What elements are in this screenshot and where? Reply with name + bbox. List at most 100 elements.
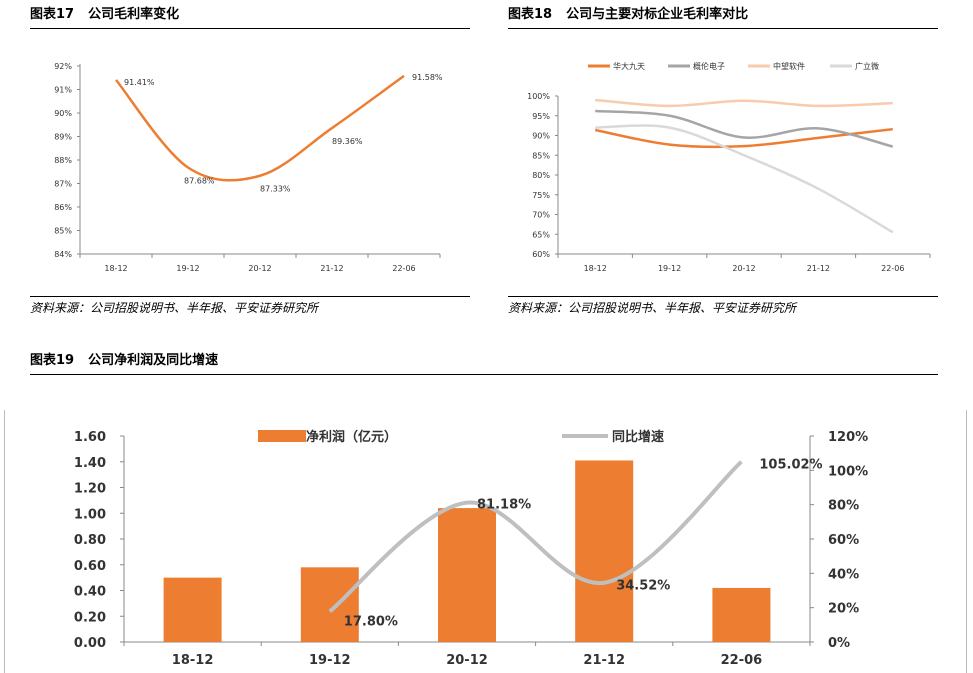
legend-label: 中望软件 <box>773 61 805 71</box>
figure-18-panel: 图表18 公司与主要对标企业毛利率对比 60% 65% 70% 75% 80% 85% 90%… <box>508 4 938 320</box>
data-label: 87.33% <box>260 185 291 194</box>
figure-17-name: 公司毛利率变化 <box>88 7 180 22</box>
left-tick-label: 1.40 <box>74 456 106 471</box>
right-tick-label: 120% <box>828 430 868 445</box>
peer-gross-margin-chart: 60% 65% 70% 75% 80% 85% 90% 95% 100% 18-12 19-12 20… <box>527 61 931 273</box>
y-tick-label: 80% <box>532 171 550 180</box>
y-tick-label: 90% <box>54 109 72 118</box>
growth-data-label: 34.52% <box>616 579 670 594</box>
y-tick-label: 89% <box>54 133 72 142</box>
y-tick-label: 92% <box>54 62 72 71</box>
growth-data-label: 81.18% <box>477 498 531 513</box>
y-tick-label: 70% <box>532 211 550 220</box>
left-tick-label: 0.20 <box>74 610 106 625</box>
y-tick-label: 88% <box>54 156 72 165</box>
right-tick-label: 20% <box>828 602 859 617</box>
figure-18-number: 图表18 <box>508 7 553 22</box>
y-tick-label: 85% <box>532 151 550 160</box>
legend-swatch-bar <box>258 430 306 442</box>
figure-17-top-rule <box>30 28 470 29</box>
y-tick-label: 100% <box>527 92 550 101</box>
figure-18-title: 图表18 公司与主要对标企业毛利率对比 <box>508 4 748 26</box>
series-line <box>595 124 894 234</box>
net-profit-bar <box>575 460 634 642</box>
right-tick-label: 40% <box>828 567 859 582</box>
net-profit-chart: 0.00 0.20 0.40 0.60 0.80 1.00 1.20 1.40 1.60 0% 20… <box>74 429 868 668</box>
y-tick-label: 60% <box>532 250 550 259</box>
x-tick-label: 18-12 <box>172 653 214 668</box>
left-tick-label: 0.80 <box>74 533 106 548</box>
left-tick-label: 0.40 <box>74 585 106 600</box>
x-tick-label: 22-06 <box>392 264 415 273</box>
y-tick-label: 84% <box>54 250 72 259</box>
y-tick-label: 65% <box>532 230 550 239</box>
net-profit-bar <box>712 587 771 642</box>
x-tick-label: 18-12 <box>104 264 127 273</box>
figure-18-top-rule <box>508 28 938 29</box>
series-line <box>595 109 894 148</box>
figure-17-title: 图表17 公司毛利率变化 <box>30 4 179 26</box>
data-label: 87.68% <box>184 177 215 186</box>
x-tick-label: 21-12 <box>807 264 830 273</box>
figure-19-right-edge <box>966 410 967 673</box>
net-profit-bar <box>438 508 496 642</box>
x-tick-label: 19-12 <box>658 264 681 273</box>
yoy-growth-line <box>328 460 743 614</box>
x-tick-label: 20-12 <box>248 264 271 273</box>
net-profit-bar <box>300 567 359 642</box>
x-tick-label: 20-12 <box>732 264 755 273</box>
y-tick-label: 95% <box>532 112 550 121</box>
figure-19-number: 图表19 <box>30 353 75 368</box>
x-tick-label: 21-12 <box>320 264 343 273</box>
gross-margin-line <box>115 74 405 182</box>
right-tick-label: 100% <box>828 464 868 479</box>
figure-19-top-rule <box>30 374 938 375</box>
series-line <box>595 98 893 108</box>
figure-19-title: 图表19 公司净利润及同比增速 <box>30 350 218 372</box>
growth-data-label: 105.02% <box>759 458 822 473</box>
left-tick-label: 1.00 <box>74 507 106 522</box>
figure-17-panel: 图表17 公司毛利率变化 84% 85% 86% 87% 88% 89% 90% 91% 92% 1… <box>30 4 470 320</box>
y-tick-label: 86% <box>54 203 72 212</box>
legend-label: 华大九天 <box>613 61 645 71</box>
y-tick-label: 75% <box>532 191 550 200</box>
data-label: 89.36% <box>332 137 363 146</box>
legend-label: 概伦电子 <box>693 61 725 71</box>
data-label: 91.41% <box>124 78 155 87</box>
legend-label-line: 同比增速 <box>612 429 664 445</box>
x-tick-label: 19-12 <box>309 653 351 668</box>
figure-17-bottom-rule <box>30 296 470 297</box>
left-tick-label: 1.60 <box>74 430 106 445</box>
y-tick-label: 85% <box>54 227 72 236</box>
x-tick-label: 22-06 <box>881 264 904 273</box>
data-label: 91.58% <box>412 73 443 82</box>
left-tick-label: 0.60 <box>74 559 106 574</box>
left-tick-label: 1.20 <box>74 482 106 497</box>
figure-19-panel: 图表19 公司净利润及同比增速 <box>30 350 938 673</box>
y-tick-label: 91% <box>54 86 72 95</box>
x-tick-label: 18-12 <box>584 264 607 273</box>
right-tick-label: 80% <box>828 499 859 514</box>
figure-17-number: 图表17 <box>30 7 75 22</box>
right-tick-label: 0% <box>828 636 850 651</box>
series-line <box>594 127 893 149</box>
figure-19-left-edge <box>4 410 5 673</box>
figure-19-name: 公司净利润及同比增速 <box>88 353 219 368</box>
right-tick-label: 60% <box>828 533 859 548</box>
growth-data-label: 17.80% <box>344 614 398 629</box>
x-tick-label: 20-12 <box>446 653 488 668</box>
net-profit-bar <box>163 577 222 642</box>
gross-margin-chart: 84% 85% 86% 87% 88% 89% 90% 91% 92% 18-12 19-12 20-… <box>54 62 443 273</box>
x-tick-label: 19-12 <box>176 264 199 273</box>
figure-17-source: 资料来源：公司招股说明书、半年报、平安证券研究所 <box>30 301 319 315</box>
figure-18-bottom-rule <box>508 296 938 297</box>
legend-label: 广立微 <box>855 61 879 71</box>
x-tick-label: 21-12 <box>583 653 625 668</box>
y-tick-label: 90% <box>532 132 550 141</box>
x-tick-label: 22-06 <box>721 653 763 668</box>
figure-18-name: 公司与主要对标企业毛利率对比 <box>566 7 749 22</box>
figure-18-source: 资料来源：公司招股说明书、半年报、平安证券研究所 <box>508 301 797 315</box>
legend-label-bar: 净利润（亿元） <box>306 429 397 445</box>
left-tick-label: 0.00 <box>74 636 106 651</box>
y-tick-label: 87% <box>54 180 72 189</box>
